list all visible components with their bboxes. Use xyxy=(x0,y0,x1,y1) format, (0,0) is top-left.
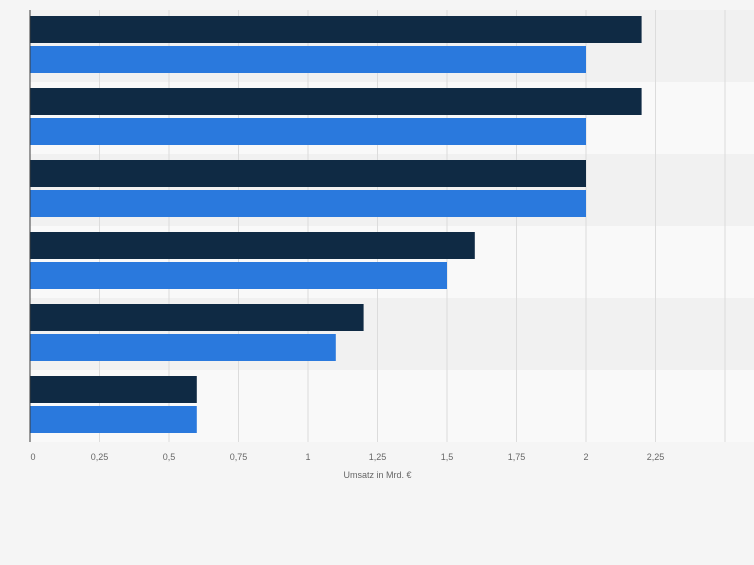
x-axis-ticks: 0 0,25 0,5 0,75 1 1,25 1,5 1,75 2 2,25 xyxy=(30,452,664,462)
x-axis-title: Umsatz in Mrd. € xyxy=(343,470,411,480)
bar-series-2-row-5[interactable] xyxy=(30,334,336,361)
x-tick-label: 0,25 xyxy=(91,452,109,462)
x-tick-label: 1,25 xyxy=(369,452,387,462)
x-tick-label: 1,75 xyxy=(508,452,526,462)
gridlines xyxy=(99,10,726,442)
bar-series-1-row-2[interactable] xyxy=(30,88,642,115)
x-tick-label: 1 xyxy=(305,452,310,462)
x-tick-label: 0,5 xyxy=(163,452,176,462)
bars xyxy=(30,16,642,433)
bar-series-2-row-4[interactable] xyxy=(30,262,447,289)
bar-series-1-row-4[interactable] xyxy=(30,232,475,259)
bar-series-1-row-1[interactable] xyxy=(30,16,642,43)
x-tick-label: 0,75 xyxy=(230,452,248,462)
bar-series-1-row-5[interactable] xyxy=(30,304,364,331)
bar-series-2-row-2[interactable] xyxy=(30,118,586,145)
x-tick-label: 2,25 xyxy=(647,452,665,462)
bar-series-1-row-3[interactable] xyxy=(30,160,586,187)
x-tick-label: 0 xyxy=(30,452,35,462)
bar-series-2-row-1[interactable] xyxy=(30,46,586,73)
bar-series-2-row-3[interactable] xyxy=(30,190,586,217)
bar-series-1-row-6[interactable] xyxy=(30,376,197,403)
x-tick-label: 2 xyxy=(583,452,588,462)
bar-series-2-row-6[interactable] xyxy=(30,406,197,433)
x-tick-label: 1,5 xyxy=(441,452,454,462)
